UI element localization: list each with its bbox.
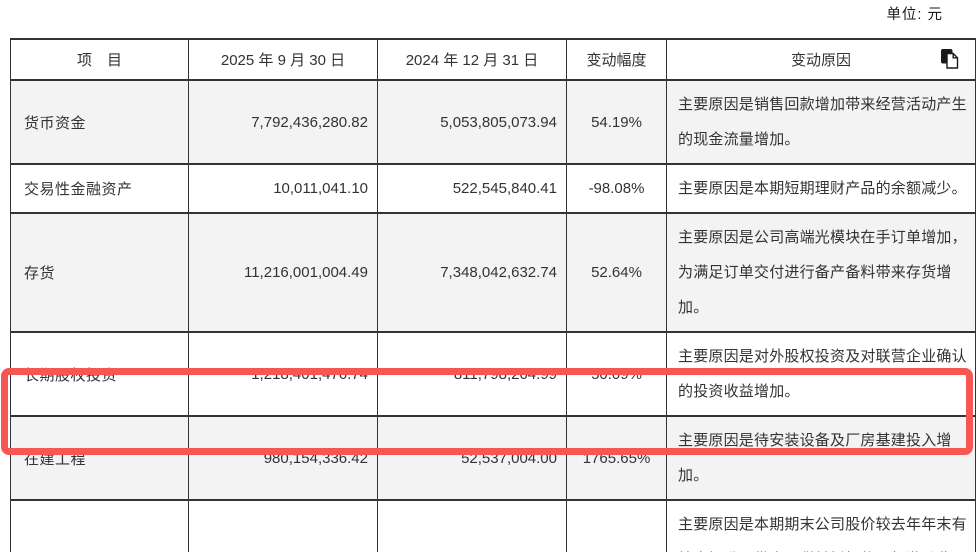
item-cell: 长期股权投资 xyxy=(10,331,189,417)
table-row: 递延所得税资产 572,483,950.24 221,725,300.82 15… xyxy=(10,499,976,552)
table-row: 货币资金 7,792,436,280.82 5,053,805,073.94 5… xyxy=(10,79,976,165)
table-header-row: 项 目 2025 年 9 月 30 日 2024 年 12 月 31 日 变动幅… xyxy=(10,38,976,81)
current-value-cell: 980,154,336.42 xyxy=(188,415,378,501)
reason-cell: 主要原因是对外股权投资及对联营企业确认的投资收益增加。 xyxy=(666,331,976,417)
change-cell: -98.08% xyxy=(566,163,667,214)
change-cell: 158.20% xyxy=(566,499,667,552)
reason-cell: 主要原因是本期期末公司股价较去年年末有较大提升而带来可税前抵扣的股权激励费用的暂… xyxy=(666,499,976,552)
prior-value-cell: 52,537,004.00 xyxy=(377,415,567,501)
change-cell: 1765.65% xyxy=(566,415,667,501)
table-row: 交易性金融资产 10,011,041.10 522,545,840.41 -98… xyxy=(10,163,976,214)
prior-value-cell: 7,348,042,632.74 xyxy=(377,212,567,333)
header-current-date: 2025 年 9 月 30 日 xyxy=(188,38,378,81)
reason-cell: 主要原因是待安装设备及厂房基建投入增加。 xyxy=(666,415,976,501)
current-value-cell: 11,216,001,004.49 xyxy=(188,212,378,333)
reason-cell: 主要原因是公司高端光模块在手订单增加，为满足订单交付进行备产备料带来存货增加。 xyxy=(666,212,976,333)
item-cell: 交易性金融资产 xyxy=(10,163,189,214)
table-row-highlighted: 在建工程 980,154,336.42 52,537,004.00 1765.6… xyxy=(10,415,976,501)
header-change: 变动幅度 xyxy=(566,38,667,81)
item-cell: 在建工程 xyxy=(10,415,189,501)
table-row: 存货 11,216,001,004.49 7,348,042,632.74 52… xyxy=(10,212,976,333)
item-cell: 递延所得税资产 xyxy=(10,499,189,552)
copy-icon[interactable] xyxy=(941,49,959,69)
change-cell: 54.19% xyxy=(566,79,667,165)
header-reason: 变动原因 xyxy=(666,38,976,81)
prior-value-cell: 522,545,840.41 xyxy=(377,163,567,214)
financial-changes-table: 项 目 2025 年 9 月 30 日 2024 年 12 月 31 日 变动幅… xyxy=(10,38,976,552)
prior-value-cell: 811,798,204.99 xyxy=(377,331,567,417)
current-value-cell: 7,792,436,280.82 xyxy=(188,79,378,165)
item-cell: 货币资金 xyxy=(10,79,189,165)
reason-cell: 主要原因是销售回款增加带来经营活动产生的现金流量增加。 xyxy=(666,79,976,165)
header-item: 项 目 xyxy=(10,38,189,81)
reason-cell: 主要原因是本期短期理财产品的余额减少。 xyxy=(666,163,976,214)
header-reason-label: 变动原因 xyxy=(790,52,851,69)
change-cell: 52.64% xyxy=(566,212,667,333)
current-value-cell: 1,218,401,476.74 xyxy=(188,331,378,417)
item-cell: 存货 xyxy=(10,212,189,333)
unit-label: 单位: 元 xyxy=(886,7,943,23)
table-row: 长期股权投资 1,218,401,476.74 811,798,204.99 5… xyxy=(10,331,976,417)
change-cell: 50.09% xyxy=(566,331,667,417)
prior-value-cell: 221,725,300.82 xyxy=(377,499,567,552)
header-prior-date: 2024 年 12 月 31 日 xyxy=(377,38,567,81)
current-value-cell: 10,011,041.10 xyxy=(188,163,378,214)
current-value-cell: 572,483,950.24 xyxy=(188,499,378,552)
prior-value-cell: 5,053,805,073.94 xyxy=(377,79,567,165)
